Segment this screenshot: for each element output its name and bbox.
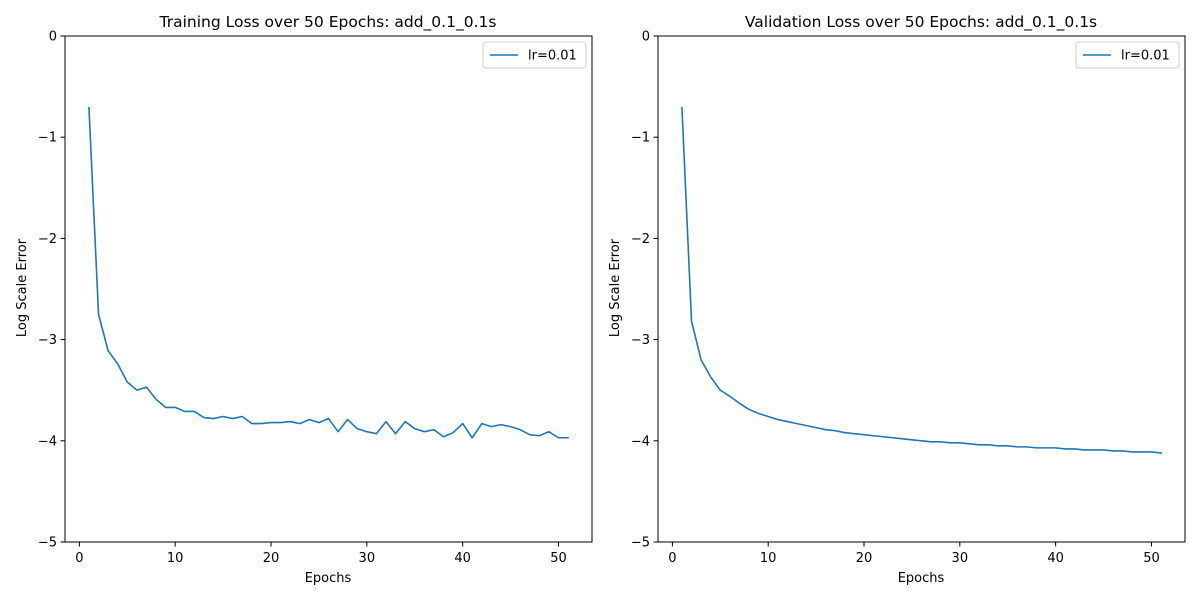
legend: lr=0.01 [482,41,587,69]
series-line [681,107,1162,454]
x-axis-label: Epochs [898,571,945,586]
x-tick-label: 40 [454,551,471,566]
legend-label: lr=0.01 [528,49,577,64]
x-axis-label: Epochs [305,571,352,586]
axes-frame [657,35,1186,543]
plot-area: 0 10 20 30 40 50 0 −1 −2 −3 −4 −5 [38,30,593,566]
x-tick-label: 40 [1047,551,1064,566]
y-tick-label: −3 [38,333,57,348]
chart-title: Validation Loss over 50 Epochs: add_0.1_… [745,13,1097,32]
legend-label: lr=0.01 [1121,49,1170,64]
plot-area: 0 10 20 30 40 50 0 −1 −2 −3 −4 −5 [631,30,1186,566]
x-tick-label: 0 [75,551,83,566]
x-tick-label: 50 [1143,551,1160,566]
y-tick-label: −4 [631,434,650,449]
legend: lr=0.01 [1075,41,1180,69]
chart-title: Training Loss over 50 Epochs: add_0.1_0.… [159,13,497,32]
series-line [88,107,569,439]
y-tick-label: −5 [631,536,650,551]
training-loss-chart: Training Loss over 50 Epochs: add_0.1_0.… [15,13,593,586]
legend-box [482,41,587,69]
validation-loss-chart: Validation Loss over 50 Epochs: add_0.1_… [608,13,1186,586]
y-axis-label: Log Scale Error [15,238,30,337]
x-tick-label: 30 [952,551,969,566]
y-tick-label: −1 [631,131,650,146]
x-tick-label: 0 [668,551,676,566]
x-tick-label: 50 [550,551,567,566]
x-tick-label: 20 [263,551,280,566]
y-axis-label: Log Scale Error [608,238,623,337]
y-tick-label: −4 [38,434,57,449]
y-tick-label: −3 [631,333,650,348]
y-tick-label: 0 [642,30,650,45]
y-tick-label: 0 [49,30,57,45]
y-tick-label: −1 [38,131,57,146]
y-tick-label: −2 [38,232,57,247]
x-tick-label: 30 [359,551,376,566]
legend-box [1075,41,1180,69]
y-tick-label: −2 [631,232,650,247]
x-tick-label: 20 [856,551,873,566]
axes-frame [64,35,593,543]
y-tick-label: −5 [38,536,57,551]
x-tick-label: 10 [167,551,184,566]
x-tick-label: 10 [760,551,777,566]
